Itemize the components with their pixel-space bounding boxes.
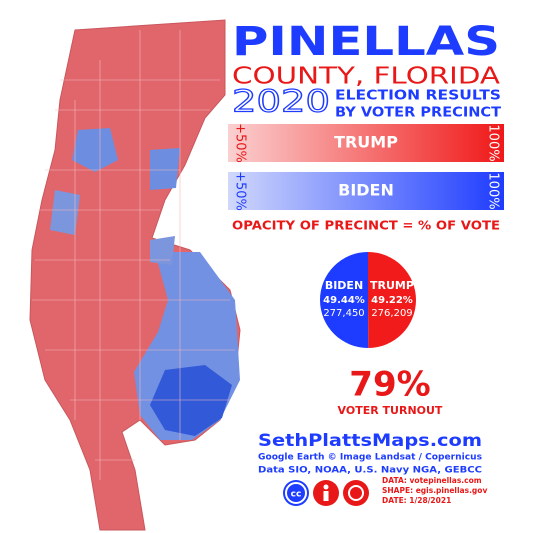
- legend-low: +50%: [233, 171, 248, 211]
- data-credit: DATA: votepinellas.com: [382, 476, 482, 485]
- blue-patch: [72, 128, 118, 172]
- shape-credit: SHAPE: egis.pinellas.gov: [382, 486, 487, 495]
- legend-low: +50%: [233, 123, 248, 163]
- precinct-map: [29, 19, 241, 531]
- blue-patch: [150, 148, 180, 190]
- legend-high: 100%: [486, 124, 501, 161]
- candidate-votes: 277,450: [323, 308, 364, 319]
- license-icons: cc: [283, 480, 369, 506]
- header-line: ELECTION RESULTS: [335, 89, 501, 104]
- blue-patch: [150, 236, 175, 265]
- site: SethPlattsMaps.com: [258, 431, 482, 451]
- year: 2020: [232, 85, 330, 120]
- dense-blue: [150, 365, 232, 436]
- legend-high: 100%: [486, 172, 501, 209]
- legend-name: BIDEN: [338, 181, 394, 200]
- legend-note: OPACITY OF PRECINCT = % OF VOTE: [232, 219, 500, 233]
- title: PINELLAS: [232, 19, 500, 65]
- data-sources: Data SIO, NOAA, U.S. Navy NGA, GEBCC: [258, 466, 482, 476]
- trump-bar: [228, 124, 504, 162]
- candidate-name: TRUMP: [370, 279, 414, 292]
- header-line: BY VOTER PRECINCT: [335, 106, 501, 121]
- pie-slice: [319, 252, 369, 349]
- biden-bar: [228, 172, 504, 210]
- pie-slice: [368, 252, 416, 348]
- candidate-share: 49.22%: [371, 295, 413, 306]
- date-credit: DATE: 1/28/2021: [382, 496, 451, 505]
- candidate-share: 49.44%: [323, 295, 365, 306]
- turnout-label: VOTER TURNOUT: [338, 404, 443, 417]
- legend-name: TRUMP: [334, 133, 398, 152]
- svg-text:cc: cc: [291, 490, 302, 500]
- subtitle: COUNTY, FLORIDA: [232, 64, 500, 90]
- turnout: 79%: [349, 365, 430, 405]
- results-pie: BIDEN 49.44% 277,450 TRUMP 49.22% 276,209: [319, 252, 416, 349]
- candidate-name: BIDEN: [325, 279, 363, 292]
- candidate-votes: 276,209: [371, 308, 412, 319]
- imagery: Google Earth © Image Landsat / Copernicu…: [258, 453, 482, 463]
- precinct-lines: [32, 30, 235, 480]
- blue-patch: [50, 190, 80, 235]
